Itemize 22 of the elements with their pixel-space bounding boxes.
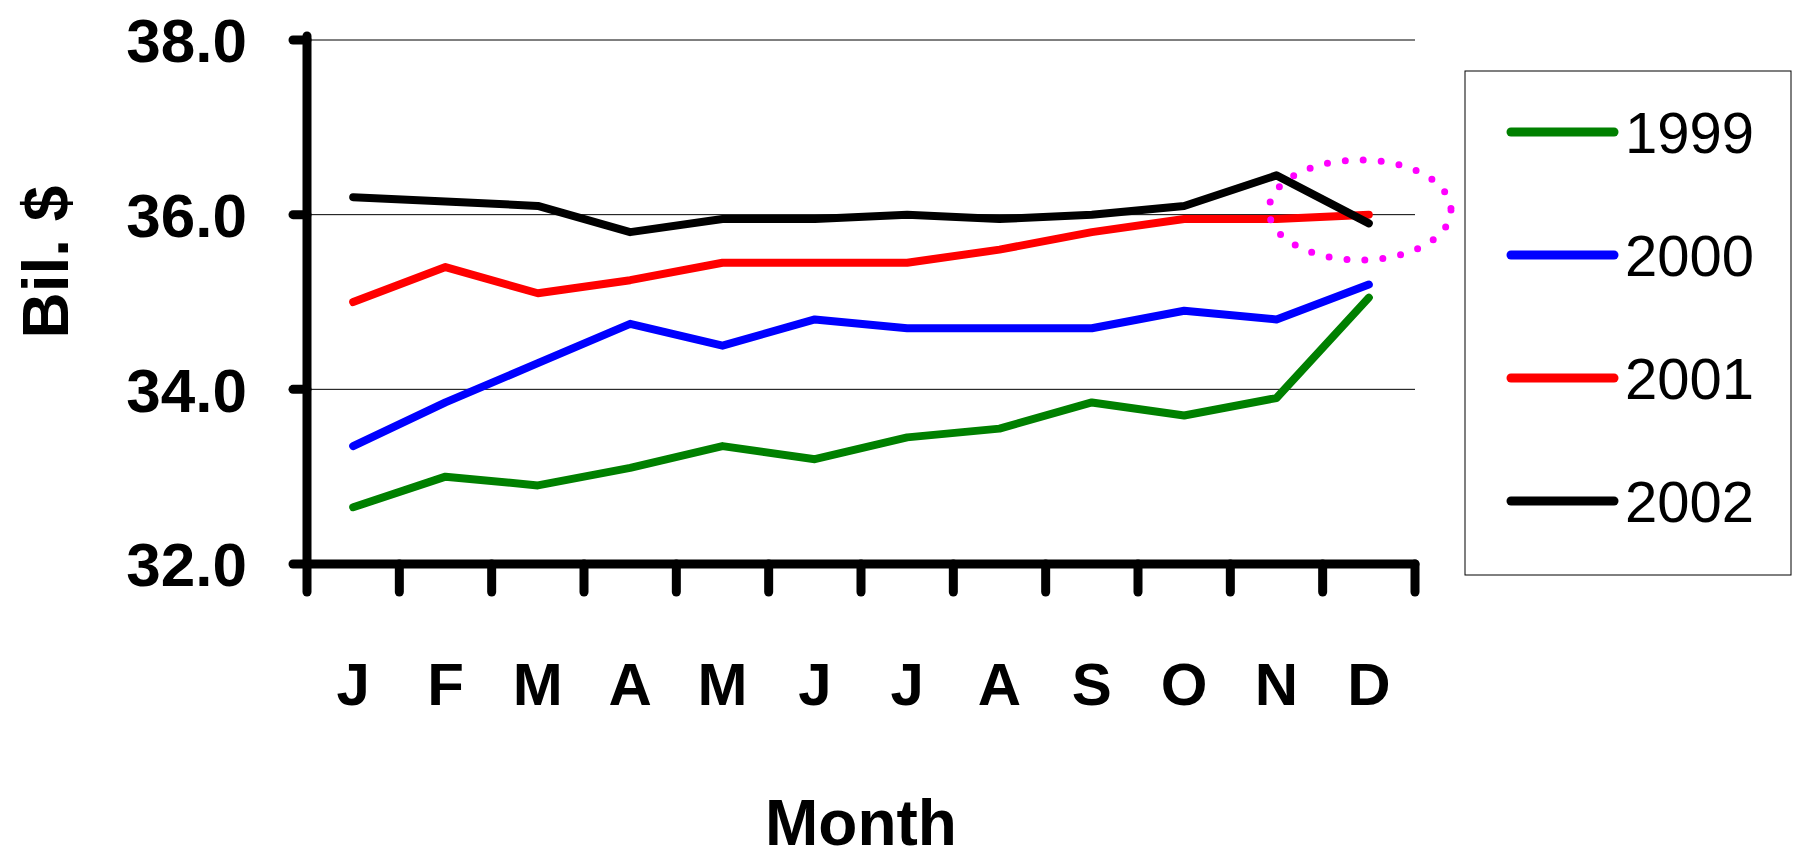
x-tick-label: A: [608, 651, 652, 718]
x-tick-label: D: [1347, 651, 1391, 718]
x-tick-label: M: [697, 651, 748, 718]
legend-label: 2000: [1625, 222, 1755, 288]
legend-label: 1999: [1625, 99, 1755, 165]
y-axis-title: Bil. $: [10, 185, 82, 339]
y-tick-label: 36.0: [126, 180, 247, 250]
y-tick-label: 32.0: [126, 530, 247, 600]
legend-label: 2001: [1625, 345, 1755, 411]
x-tick-label: S: [1071, 651, 1112, 718]
x-tick-label: O: [1160, 651, 1208, 718]
x-tick-label: J: [890, 651, 924, 718]
legend-label: 2002: [1625, 468, 1755, 534]
x-tick-label: M: [512, 651, 563, 718]
x-tick-label: J: [336, 651, 370, 718]
x-axis-title: Month: [765, 787, 957, 857]
x-tick-label: F: [427, 651, 464, 718]
x-tick-label: A: [977, 651, 1022, 718]
y-tick-label: 34.0: [126, 355, 247, 425]
x-tick-label: J: [798, 651, 832, 718]
y-tick-label: 38.0: [126, 6, 247, 76]
x-tick-label: N: [1254, 651, 1299, 718]
